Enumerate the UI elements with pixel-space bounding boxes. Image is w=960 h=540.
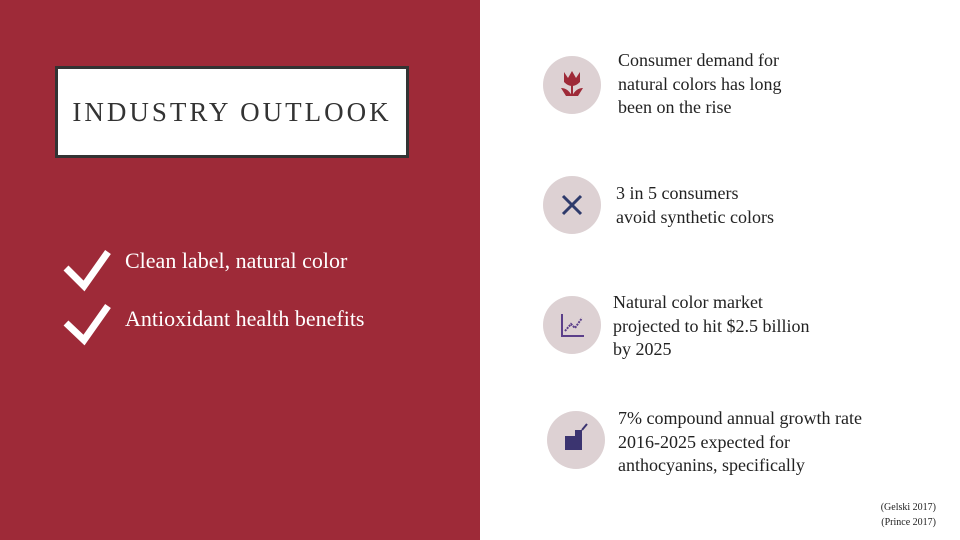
fact-text: 2016-2025 expected for bbox=[618, 431, 790, 452]
title-box: INDUSTRY OUTLOOK bbox=[55, 66, 409, 158]
building-icon bbox=[565, 423, 588, 450]
fact-text: 7% compound annual growth rate bbox=[618, 408, 862, 428]
fact-text: avoid synthetic colors bbox=[616, 206, 774, 227]
fact-text: Consumer demand for bbox=[618, 50, 779, 70]
fact-text: 3 in 5 consumers bbox=[616, 183, 739, 203]
tulip-icon bbox=[561, 71, 583, 96]
chart-icon bbox=[561, 314, 584, 337]
citation: (Prince 2017) bbox=[881, 517, 936, 528]
fact-text: by 2025 bbox=[613, 339, 672, 359]
title: INDUSTRY OUTLOOK bbox=[72, 96, 392, 127]
fact-text: been on the rise bbox=[618, 97, 732, 117]
checkmark bbox=[63, 303, 111, 346]
fact-text: projected to hit $2.5 billion bbox=[613, 315, 810, 336]
fact-text: natural colors has long bbox=[618, 73, 782, 94]
checklist-item: Clean label, natural color bbox=[125, 248, 348, 273]
fact-text: anthocyanins, specifically bbox=[618, 455, 805, 475]
fact-text: Natural color market bbox=[613, 292, 763, 312]
checkmark bbox=[63, 249, 111, 292]
x-icon bbox=[561, 194, 583, 216]
citation: (Gelski 2017) bbox=[880, 502, 936, 513]
checklist-item: Antioxidant health benefits bbox=[125, 306, 365, 331]
